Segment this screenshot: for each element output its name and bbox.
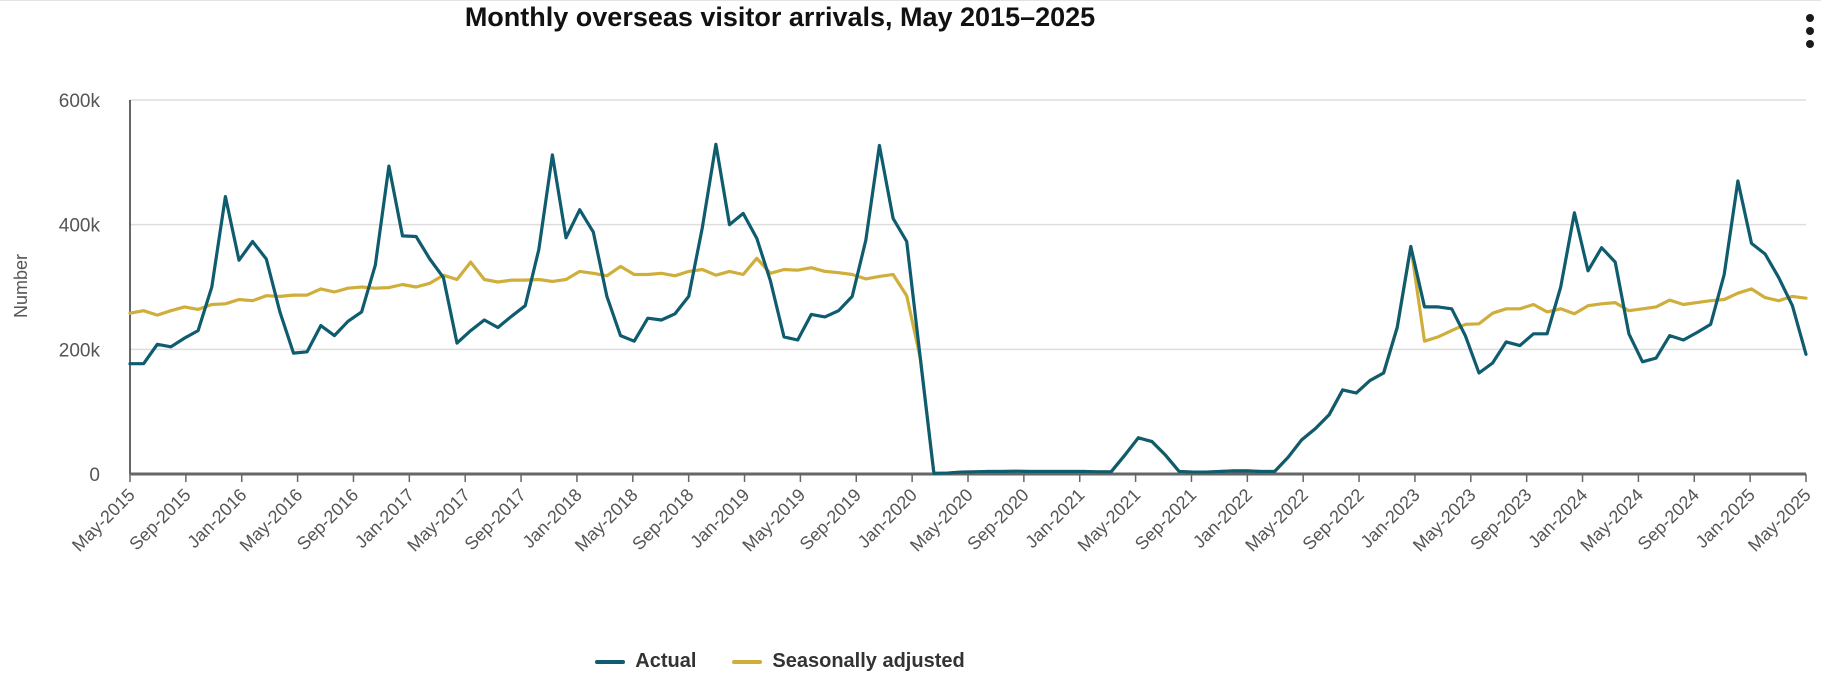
y-tick-label: 600k <box>59 91 101 112</box>
x-tick-label: Sep-2023 <box>1466 485 1535 554</box>
x-tick-label: Sep-2016 <box>293 485 362 554</box>
x-tick-label: Sep-2021 <box>1131 485 1200 554</box>
y-tick-label: 200k <box>59 340 101 361</box>
y-tick-label: 400k <box>59 216 101 237</box>
x-tick-label: Sep-2019 <box>796 485 865 554</box>
x-tick-labels: May-2015Sep-2015Jan-2016May-2016Sep-2016… <box>68 485 1815 556</box>
legend-label-seasonally-adjusted: Seasonally adjusted <box>772 650 965 672</box>
grid-lines <box>130 99 1806 351</box>
x-tick-label: May-2015 <box>68 485 139 556</box>
legend: Actual Seasonally adjusted <box>0 650 1560 673</box>
legend-swatch-seasonally-adjusted <box>732 659 763 664</box>
series-lines <box>128 142 1808 475</box>
x-tick-label: Sep-2020 <box>963 485 1032 554</box>
chart-title: Monthly overseas visitor arrivals, May 2… <box>464 2 1096 32</box>
legend-swatch-actual <box>595 659 626 664</box>
series-line-actual[interactable] <box>128 142 1808 475</box>
more-vertical-icon[interactable] <box>1799 14 1821 48</box>
x-tick-label: Sep-2017 <box>461 485 530 554</box>
y-tick-label: 0 <box>89 465 100 486</box>
legend-item-seasonally-adjusted[interactable]: Seasonally adjusted <box>732 650 965 673</box>
x-tick-label: Sep-2024 <box>1634 485 1703 554</box>
y-axis-label: Number <box>11 254 31 318</box>
x-tick-label: Sep-2018 <box>628 485 697 554</box>
series-line-seasonally-adjusted[interactable] <box>128 244 1808 475</box>
x-tick-label: Sep-2015 <box>125 485 194 554</box>
x-tick-label: Sep-2022 <box>1299 485 1368 554</box>
top-divider <box>0 0 1821 1</box>
axes <box>129 100 1807 482</box>
legend-item-actual[interactable]: Actual <box>595 650 696 673</box>
y-tick-labels: 0 200k 400k 600k <box>59 91 101 486</box>
legend-label-actual: Actual <box>635 650 697 672</box>
